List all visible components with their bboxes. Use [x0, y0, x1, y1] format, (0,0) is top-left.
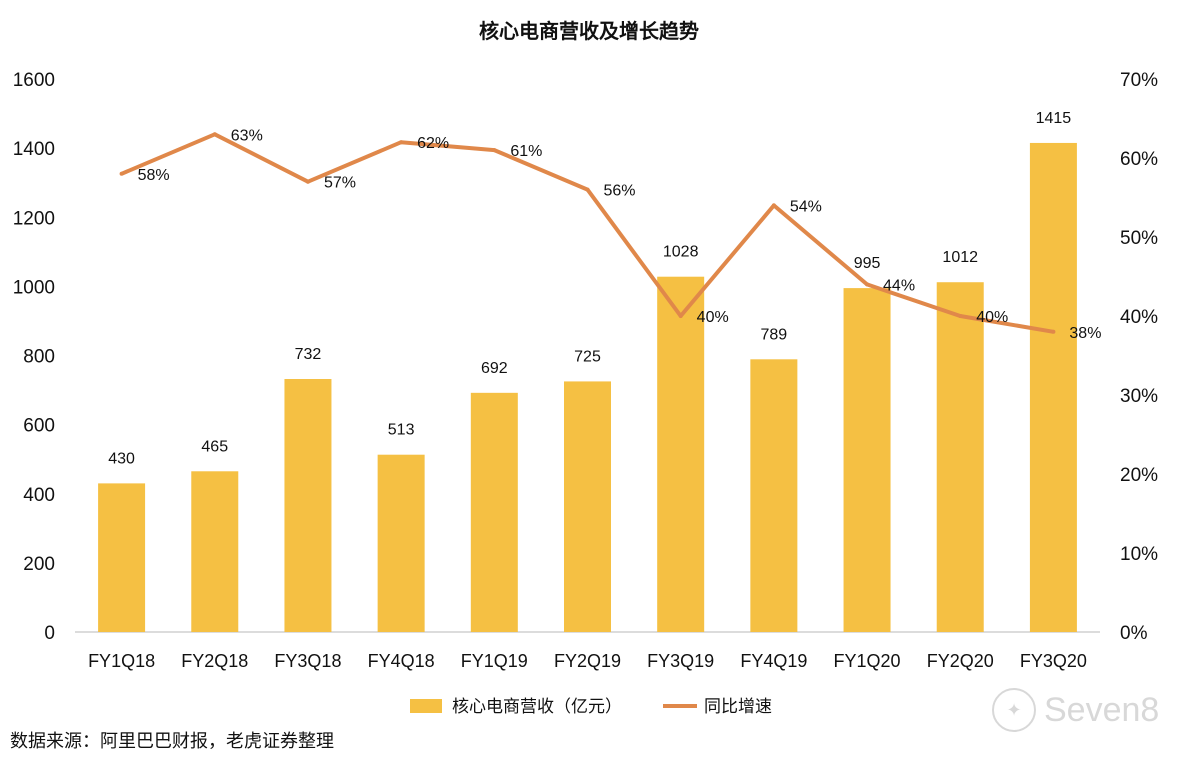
left-axis-tick-label: 0: [44, 623, 55, 644]
left-axis-tick-label: 800: [23, 347, 55, 368]
bar-data-label: 1012: [942, 249, 978, 266]
legend-bar-label: 核心电商营收（亿元）: [452, 697, 622, 716]
right-axis-tick-label: 60%: [1120, 149, 1158, 170]
line-data-label: 57%: [324, 175, 356, 192]
right-axis-tick-label: 30%: [1120, 386, 1158, 407]
line-data-label: 40%: [697, 309, 729, 326]
bar-data-label: 430: [108, 450, 135, 467]
line-point: [958, 314, 963, 318]
line-point: [1051, 329, 1056, 334]
line-data-label: 61%: [510, 143, 542, 160]
bar-data-label: 1415: [1036, 110, 1072, 127]
bar: [1029, 142, 1077, 633]
bar: [98, 483, 146, 632]
growth-line: [120, 132, 1054, 334]
x-axis-tick-label: FY4Q19: [740, 651, 807, 671]
bar-data-label: 995: [854, 255, 881, 272]
bar: [936, 282, 984, 632]
x-axis-tick-label: FY2Q19: [554, 651, 621, 671]
right-axis-tick-label: 10%: [1120, 544, 1158, 565]
x-axis-tick-label: FY3Q19: [647, 651, 714, 671]
bar-data-label: 1028: [663, 244, 699, 261]
line-data-label: 54%: [790, 198, 822, 215]
watermark: ✦ Seven8: [992, 688, 1159, 732]
watermark-text: Seven8: [1044, 690, 1160, 729]
right-axis-tick-label: 40%: [1120, 307, 1158, 328]
chart-title: 核心电商营收及增长趋势: [479, 19, 699, 43]
right-axis-tick-label: 50%: [1120, 228, 1158, 249]
line-point: [585, 187, 590, 192]
line-point: [492, 148, 497, 153]
right-axis: 0% 10% 20% 30% 40% 50% 60% 70%: [1120, 70, 1158, 644]
bar: [191, 471, 239, 632]
bar: [843, 288, 891, 632]
left-axis-tick-label: 200: [23, 554, 55, 575]
line-point: [771, 203, 776, 208]
line-point: [119, 171, 124, 176]
left-axis: 0 200 400 600 800 1000 1200 1400 1600: [13, 70, 55, 644]
x-axis-tick-label: FY3Q20: [1020, 651, 1087, 671]
bar-labels: 430 465 732 513 692 725 1028 789 995 1012 1415: [108, 110, 1071, 467]
x-axis-tick-label: FY3Q18: [274, 651, 341, 671]
right-axis-tick-label: 0%: [1120, 623, 1148, 644]
left-axis-tick-label: 600: [23, 416, 55, 437]
data-source-note: 数据来源：阿里巴巴财报，老虎证券整理: [10, 731, 334, 751]
bar: [564, 381, 611, 632]
bar-data-label: 465: [201, 438, 228, 455]
x-axis-tick-label: FY1Q20: [834, 651, 901, 671]
left-axis-tick-label: 1000: [13, 277, 55, 298]
x-axis-tick-label: FY2Q18: [181, 651, 248, 671]
line-data-label: 63%: [231, 127, 263, 144]
x-axis-labels: FY1Q18 FY2Q18 FY3Q18 FY4Q18 FY1Q19 FY2Q19 FY3Q…: [88, 651, 1087, 671]
legend-line-label: 同比增速: [704, 697, 772, 716]
right-axis-tick-label: 70%: [1120, 70, 1158, 91]
x-axis-tick-label: FY1Q18: [88, 651, 155, 671]
line-data-label: 44%: [883, 277, 915, 294]
bar: [470, 392, 518, 632]
bar-data-label: 692: [481, 360, 508, 377]
line-data-label: 56%: [604, 183, 636, 200]
line-data-label: 38%: [1069, 325, 1101, 342]
left-axis-tick-label: 1400: [13, 139, 55, 160]
x-axis-tick-label: FY1Q19: [461, 651, 528, 671]
line-data-label: 40%: [976, 309, 1008, 326]
legend-bar-swatch: [410, 699, 442, 713]
line-data-label: 62%: [417, 135, 449, 152]
bar-data-label: 725: [574, 348, 601, 365]
left-axis-tick-label: 1600: [13, 70, 55, 91]
bar-series: [98, 142, 1077, 633]
line-labels: 58% 63% 57% 62% 61% 56% 40% 54% 44% 40% 38%: [119, 127, 1101, 342]
bar: [377, 454, 425, 632]
line-data-label: 58%: [138, 167, 170, 184]
x-axis-tick-label: FY2Q20: [927, 651, 994, 671]
left-axis-tick-label: 400: [23, 485, 55, 506]
bar-data-label: 513: [388, 422, 415, 439]
line-point: [865, 282, 870, 287]
left-axis-tick-label: 1200: [13, 208, 55, 229]
bar: [284, 379, 332, 632]
legend: 核心电商营收（亿元） 同比增速: [410, 697, 772, 716]
line-point: [212, 132, 217, 137]
line-point: [678, 314, 683, 318]
bar-data-label: 732: [295, 346, 322, 363]
bar: [750, 359, 798, 632]
x-axis-tick-label: FY4Q18: [368, 651, 435, 671]
line-point: [399, 140, 404, 145]
line-point: [305, 179, 310, 184]
watermark-logo-icon: ✦: [992, 688, 1036, 732]
bar-data-label: 789: [761, 326, 788, 343]
right-axis-tick-label: 20%: [1120, 465, 1158, 486]
bar: [657, 276, 705, 632]
